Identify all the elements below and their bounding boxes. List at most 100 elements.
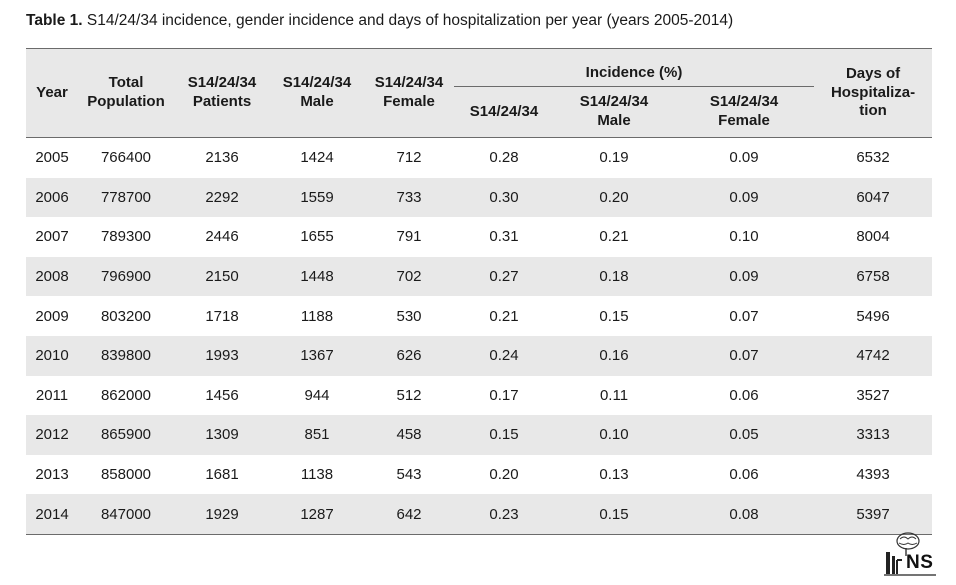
caption-text: S14/24/34 incidence, gender incidence an… [82, 12, 734, 29]
cell-incidence-female: 0.05 [674, 415, 815, 455]
cell-incidence-female: 0.06 [729, 466, 759, 484]
cell-incidence-female: 0.06 [729, 386, 759, 404]
table-body: 2005 766400 2136 1424 712 0.28 0.19 0.09 6532 200… [26, 138, 933, 535]
cell-female: 626 [364, 335, 454, 376]
header-year: Year [26, 48, 78, 138]
cell-year: 2013 [35, 466, 69, 484]
journal-logo: NS [884, 530, 936, 578]
header-female: S14/24/34 Female [364, 48, 454, 138]
cell-incidence-male: 0.15 [599, 307, 629, 325]
cell-incidence-female: 0.09 [674, 256, 815, 297]
table-row: 2011 862000 1456 944 512 0.17 0.11 0.06 3527 [26, 376, 932, 416]
cell-total-population: 839800 [78, 335, 174, 376]
cell-female: 512 [396, 386, 422, 404]
cell-year: 2005 [35, 149, 69, 167]
header-male: S14/24/34 Male [270, 48, 364, 138]
cell-incidence-female: 0.07 [729, 307, 759, 325]
cell-hospitalization-days: 4742 [814, 335, 933, 376]
cell-male: 1138 [300, 466, 334, 484]
cell-total-population: 865900 [78, 415, 174, 455]
cell-female: 642 [364, 494, 454, 535]
cell-incidence-total: 0.21 [489, 307, 519, 325]
table-header: Year Total Population S14/24/34 Patients… [26, 48, 933, 138]
cell-year: 2012 [26, 415, 78, 455]
header-incidence-female-label: S14/24/34 Female [709, 93, 779, 129]
cell-hospitalization-days: 6532 [856, 149, 890, 167]
cell-male: 1559 [270, 177, 364, 218]
header-patients-label: S14/24/34 Patients [187, 74, 257, 110]
cell-year: 2011 [35, 386, 69, 404]
cell-hospitalization-days: 5496 [856, 307, 890, 325]
cell-incidence-total: 0.30 [454, 177, 554, 218]
header-incidence-female: S14/24/34 Female [674, 87, 815, 138]
cell-patients: 1993 [174, 335, 270, 376]
table-row: 2006 778700 2292 1559 733 0.30 0.20 0.09 6047 [26, 177, 933, 218]
table-row: 2007 789300 2446 1655 791 0.31 0.21 0.10 8004 [26, 217, 932, 257]
cell-male: 1287 [270, 494, 364, 535]
cell-incidence-total: 0.24 [454, 335, 554, 376]
cell-year: 2007 [35, 228, 69, 246]
cell-year: 2014 [26, 494, 78, 535]
table-row: 2013 858000 1681 1138 543 0.20 0.13 0.06 4393 [26, 455, 932, 495]
header-incidence-total: S14/24/34 [454, 87, 554, 138]
cell-incidence-female: 0.09 [729, 149, 759, 167]
cell-hospitalization-days: 4393 [856, 466, 890, 484]
table-row: 2014 847000 1929 1287 642 0.23 0.15 0.08 5397 [26, 494, 933, 535]
cell-male: 944 [304, 386, 330, 404]
cell-incidence-male: 0.21 [599, 228, 629, 246]
header-total-population-label: Total Population [87, 74, 165, 110]
cell-male: 1655 [300, 228, 334, 246]
logo-text: NS [906, 552, 934, 573]
cell-total-population: 847000 [78, 494, 174, 535]
cell-incidence-total: 0.28 [489, 149, 519, 167]
cell-hospitalization-days: 5397 [814, 494, 933, 535]
cell-hospitalization-days: 3527 [856, 386, 890, 404]
cell-female: 702 [364, 256, 454, 297]
table-row: 2005 766400 2136 1424 712 0.28 0.19 0.09 6532 [26, 138, 932, 178]
caption-label: Table 1. [26, 12, 83, 29]
header-patients: S14/24/34 Patients [174, 48, 270, 138]
cell-female: 712 [396, 149, 422, 167]
header-incidence-male: S14/24/34 Male [554, 87, 674, 138]
cell-hospitalization-days: 8004 [856, 228, 890, 246]
cell-male: 1367 [270, 335, 364, 376]
cell-patients: 1309 [174, 415, 270, 455]
cell-total-population: 789300 [100, 228, 152, 246]
cell-male: 1188 [300, 307, 334, 325]
header-female-label: S14/24/34 Female [374, 74, 444, 110]
cell-male: 851 [270, 415, 364, 455]
cell-total-population: 778700 [78, 177, 174, 218]
table-caption: Table 1. S14/24/34 incidence, gender inc… [26, 12, 733, 30]
cell-patients: 2150 [174, 256, 270, 297]
cell-total-population: 803200 [100, 307, 152, 325]
header-hospitalization-label: Days of Hospitaliza-tion [830, 64, 916, 120]
cell-patients: 1929 [174, 494, 270, 535]
table-row: 2008 796900 2150 1448 702 0.27 0.18 0.09 6758 [26, 256, 933, 297]
cell-incidence-male: 0.18 [554, 256, 674, 297]
cell-incidence-female: 0.08 [674, 494, 815, 535]
cell-hospitalization-days: 3313 [814, 415, 933, 455]
cell-total-population: 862000 [100, 386, 152, 404]
data-table: Year Total Population S14/24/34 Patients… [26, 48, 933, 535]
cell-incidence-male: 0.11 [599, 386, 629, 404]
cell-patients: 1681 [205, 466, 239, 484]
header-incidence-group: Incidence (%) [454, 48, 815, 87]
cell-male: 1448 [270, 256, 364, 297]
table-row: 2009 803200 1718 1188 530 0.21 0.15 0.07 5496 [26, 296, 932, 336]
cell-male: 1424 [300, 149, 334, 167]
cell-incidence-total: 0.20 [489, 466, 519, 484]
cell-incidence-total: 0.15 [454, 415, 554, 455]
cell-incidence-total: 0.27 [454, 256, 554, 297]
cell-incidence-male: 0.13 [599, 466, 629, 484]
cell-incidence-total: 0.17 [489, 386, 519, 404]
brain-logo-icon [884, 532, 936, 576]
cell-hospitalization-days: 6047 [814, 177, 933, 218]
cell-female: 791 [396, 228, 422, 246]
cell-hospitalization-days: 6758 [814, 256, 933, 297]
cell-total-population: 766400 [100, 149, 152, 167]
header-incidence-label: Incidence (%) [454, 64, 815, 87]
cell-incidence-male: 0.15 [554, 494, 674, 535]
header-male-label: S14/24/34 Male [282, 74, 352, 110]
cell-patients: 2446 [205, 228, 239, 246]
cell-patients: 1456 [205, 386, 239, 404]
